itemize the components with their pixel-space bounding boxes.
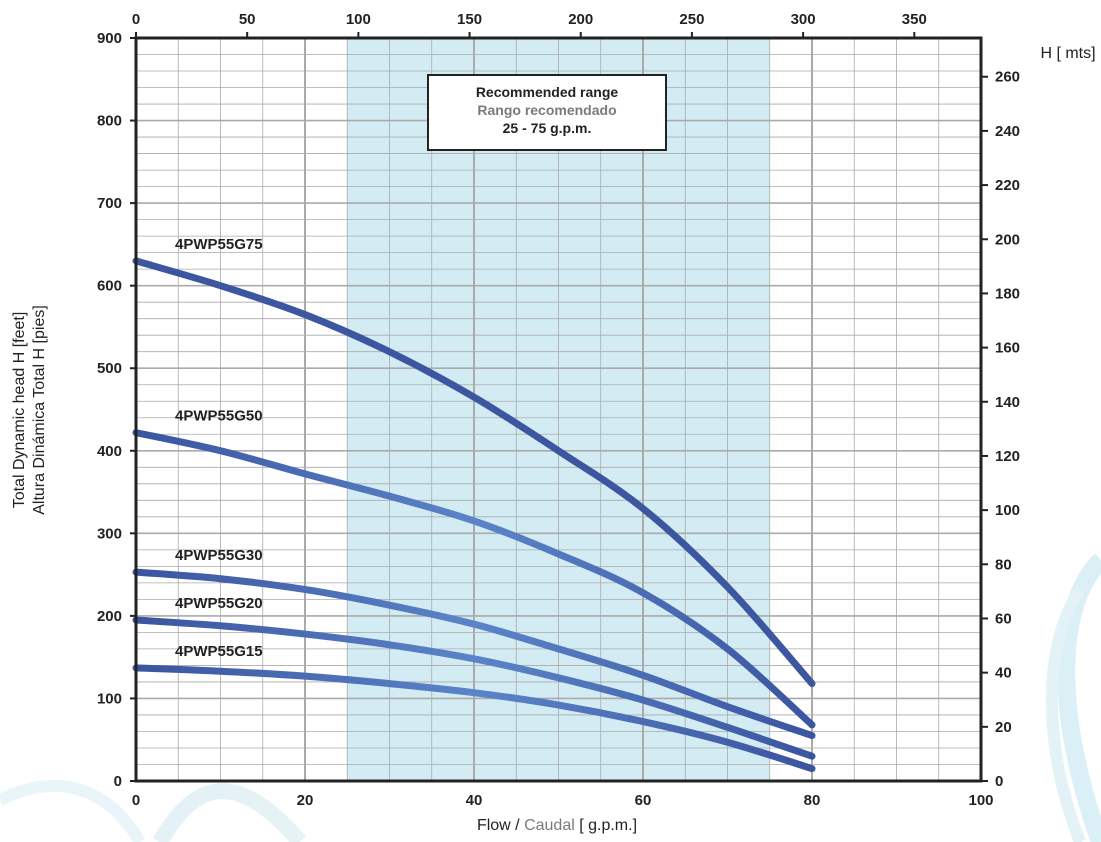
- right-tick-label: 160: [995, 340, 1020, 357]
- y-tick-label: 700: [97, 195, 122, 212]
- y-tick-label: 600: [97, 278, 122, 295]
- right-tick-label: 60: [995, 610, 1012, 627]
- x-axis-title-unit: [ g.p.m.]: [575, 817, 637, 834]
- x-tick-label: 0: [132, 792, 140, 809]
- note-line-1: Recommended range: [476, 84, 619, 100]
- right-tick-label: 140: [995, 394, 1020, 411]
- right-axis-title: H [ mts]: [1040, 45, 1095, 62]
- right-tick-label: 180: [995, 285, 1020, 302]
- y-tick-label: 400: [97, 443, 122, 460]
- top-tick-label: 150: [457, 11, 482, 28]
- top-tick-label: 250: [679, 11, 704, 28]
- x-tick-label: 100: [968, 792, 993, 809]
- background-swirls: [0, 553, 1101, 842]
- y-tick-label: 300: [97, 525, 122, 542]
- right-tick-label: 260: [995, 69, 1020, 86]
- note-line-2: Rango recomendado: [477, 102, 616, 118]
- top-tick-label: 300: [791, 11, 816, 28]
- curve-4PWP55G20: [132, 616, 816, 760]
- y-tick-label: 500: [97, 360, 122, 377]
- plot-frame: [134, 36, 983, 783]
- performance-curves: [132, 257, 816, 773]
- right-tick-label: 80: [995, 556, 1012, 573]
- series-labels: 4PWP55G75 4PWP55G50 4PWP55G30 4PWP55G20 4PWP…: [175, 236, 263, 660]
- grid-minor: [136, 38, 981, 781]
- y-axis-title-line-1: Total Dynamic head H [feet]: [11, 312, 28, 509]
- x-tick-label: 80: [804, 792, 821, 809]
- note-line-3: 25 - 75 g.p.m.: [503, 120, 592, 136]
- right-tick-label: 220: [995, 177, 1020, 194]
- x-tick-label: 20: [297, 792, 314, 809]
- series-label-4PWP55G75: 4PWP55G75: [175, 236, 263, 253]
- right-tick-label: 100: [995, 502, 1020, 519]
- x-axis-title-main: Flow: [477, 817, 511, 834]
- y-tick-label: 100: [97, 690, 122, 707]
- curve-4PWP55G75: [132, 257, 816, 688]
- top-tick-label: 350: [902, 11, 927, 28]
- series-label-4PWP55G30: 4PWP55G30: [175, 547, 263, 564]
- top-tick-label: 200: [568, 11, 593, 28]
- top-axis-ticks: 0 50 100 150 200 250 300 350: [132, 11, 927, 38]
- y-axis-title-line-2: Altura Dinámica Total H [pies]: [31, 305, 48, 515]
- x-axis-ticks: 0 20 40 60 80 100: [132, 792, 994, 809]
- right-tick-label: 200: [995, 231, 1020, 248]
- y-axis-ticks: 0 100 200 300 400 500 600 700 800 900: [97, 30, 136, 790]
- right-tick-label: 240: [995, 123, 1020, 140]
- note-box: [427, 74, 667, 151]
- top-tick-label: 100: [346, 11, 371, 28]
- curve-4PWP55G30: [132, 568, 816, 740]
- series-label-4PWP55G50: 4PWP55G50: [175, 408, 263, 425]
- recommended-range-note: Recommended range Rango recomendado 25 -…: [427, 74, 667, 151]
- y-tick-label: 200: [97, 608, 122, 625]
- curve-4PWP55G50: [132, 429, 816, 729]
- top-tick-label: 0: [132, 11, 140, 28]
- x-tick-label: 60: [635, 792, 652, 809]
- series-label-4PWP55G15: 4PWP55G15: [175, 643, 263, 660]
- y-tick-label: 0: [114, 773, 122, 790]
- x-tick-label: 40: [466, 792, 483, 809]
- right-tick-label: 0: [995, 773, 1003, 790]
- right-tick-label: 20: [995, 719, 1012, 736]
- right-tick-label: 120: [995, 448, 1020, 465]
- x-axis-title-alt: Caudal: [524, 817, 575, 834]
- x-axis-title-sep: /: [511, 817, 524, 834]
- right-axis-ticks: 0 20 40 60 80 100 120 140 160 180 200 220 240 260: [981, 69, 1020, 790]
- top-tick-label: 50: [239, 11, 256, 28]
- x-axis-title: Flow / Caudal [ g.p.m.]: [477, 817, 637, 834]
- y-tick-label: 900: [97, 30, 122, 47]
- y-tick-label: 800: [97, 113, 122, 130]
- right-tick-label: 40: [995, 665, 1012, 682]
- series-label-4PWP55G20: 4PWP55G20: [175, 595, 263, 612]
- curve-4PWP55G15: [132, 664, 816, 773]
